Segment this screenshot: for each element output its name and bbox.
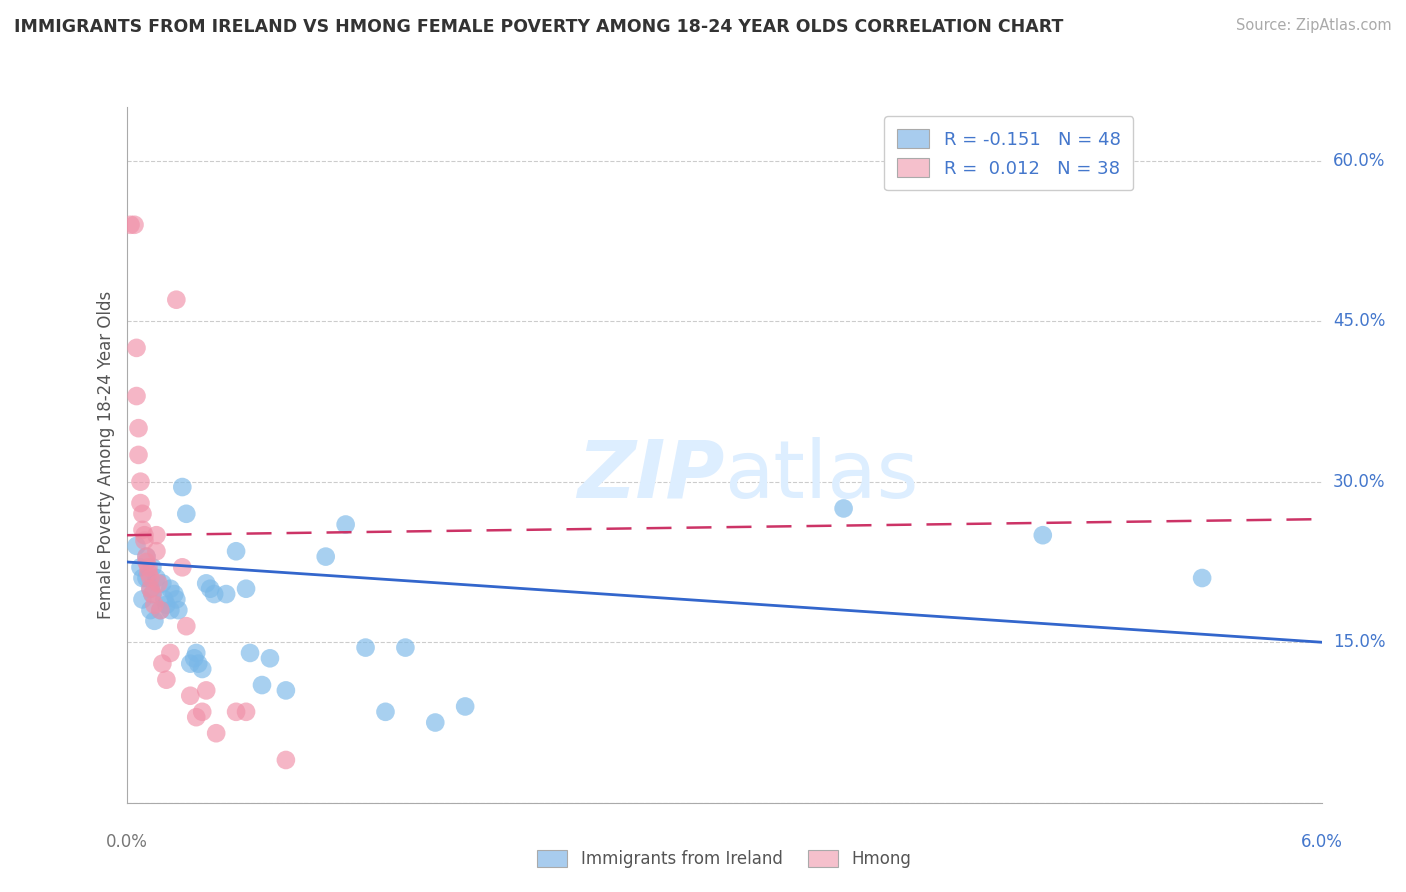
Point: [155, 673, 177, 687]
Point: [165, 592, 187, 607]
Point: [139, 571, 162, 585]
Point: [187, 657, 209, 671]
Point: [183, 651, 205, 665]
Y-axis label: Female Poverty Among 18-24 Year Olds: Female Poverty Among 18-24 Year Olds: [97, 291, 115, 619]
Point: [138, 560, 160, 574]
Point: [135, 549, 157, 564]
Point: [120, 218, 142, 232]
Point: [135, 549, 157, 564]
Text: 30.0%: 30.0%: [1333, 473, 1385, 491]
Point: [225, 544, 247, 558]
Point: [139, 582, 162, 596]
Text: 15.0%: 15.0%: [1333, 633, 1385, 651]
Point: [131, 571, 153, 585]
Point: [186, 646, 208, 660]
Point: [174, 507, 197, 521]
Text: 6.0%: 6.0%: [1301, 833, 1343, 851]
Point: [125, 389, 148, 403]
Point: [172, 480, 194, 494]
Point: [274, 683, 297, 698]
Point: [129, 560, 152, 574]
Point: [131, 523, 153, 537]
Point: [125, 341, 148, 355]
Text: IMMIGRANTS FROM IRELAND VS HMONG FEMALE POVERTY AMONG 18-24 YEAR OLDS CORRELATIO: IMMIGRANTS FROM IRELAND VS HMONG FEMALE …: [14, 18, 1063, 36]
Point: [454, 699, 477, 714]
Point: [374, 705, 396, 719]
Point: [149, 603, 172, 617]
Point: [145, 528, 167, 542]
Point: [205, 726, 228, 740]
Point: [150, 576, 174, 591]
Text: atlas: atlas: [724, 437, 918, 515]
Point: [129, 475, 152, 489]
Point: [131, 592, 153, 607]
Point: [195, 683, 218, 698]
Point: [148, 576, 170, 591]
Point: [134, 533, 156, 548]
Point: [1032, 528, 1054, 542]
Point: [139, 603, 162, 617]
Point: [145, 571, 167, 585]
Point: [174, 619, 197, 633]
Point: [235, 582, 257, 596]
Text: 0.0%: 0.0%: [105, 833, 148, 851]
Point: [163, 587, 186, 601]
Point: [149, 603, 172, 617]
Point: [125, 539, 148, 553]
Point: [135, 571, 157, 585]
Point: [145, 544, 167, 558]
Point: [239, 646, 262, 660]
Point: [186, 710, 208, 724]
Point: [141, 560, 163, 574]
Point: [425, 715, 447, 730]
Point: [315, 549, 337, 564]
Point: [135, 555, 157, 569]
Legend: R = -0.151   N = 48, R =  0.012   N = 38: R = -0.151 N = 48, R = 0.012 N = 38: [884, 116, 1133, 190]
Point: [335, 517, 357, 532]
Point: [195, 576, 218, 591]
Text: 60.0%: 60.0%: [1333, 152, 1385, 169]
Point: [191, 662, 214, 676]
Point: [179, 689, 201, 703]
Point: [202, 587, 225, 601]
Point: [134, 528, 156, 542]
Point: [354, 640, 377, 655]
Point: [141, 587, 163, 601]
Point: [225, 705, 247, 719]
Point: [131, 507, 153, 521]
Point: [127, 448, 149, 462]
Point: [143, 614, 166, 628]
Point: [167, 603, 190, 617]
Point: [250, 678, 273, 692]
Point: [141, 587, 163, 601]
Point: [153, 592, 176, 607]
Point: [143, 598, 166, 612]
Point: [165, 293, 187, 307]
Point: [394, 640, 416, 655]
Point: [215, 587, 238, 601]
Text: ZIP: ZIP: [576, 437, 724, 515]
Point: [172, 560, 194, 574]
Point: [155, 598, 177, 612]
Point: [124, 218, 146, 232]
Point: [235, 705, 257, 719]
Point: [139, 582, 162, 596]
Point: [127, 421, 149, 435]
Point: [179, 657, 201, 671]
Text: Source: ZipAtlas.com: Source: ZipAtlas.com: [1236, 18, 1392, 33]
Point: [159, 603, 181, 617]
Point: [159, 582, 181, 596]
Point: [274, 753, 297, 767]
Point: [159, 646, 181, 660]
Point: [129, 496, 152, 510]
Text: 45.0%: 45.0%: [1333, 312, 1385, 330]
Point: [832, 501, 855, 516]
Point: [1191, 571, 1213, 585]
Point: [138, 566, 160, 580]
Point: [200, 582, 222, 596]
Point: [191, 705, 214, 719]
Point: [150, 657, 174, 671]
Point: [259, 651, 281, 665]
